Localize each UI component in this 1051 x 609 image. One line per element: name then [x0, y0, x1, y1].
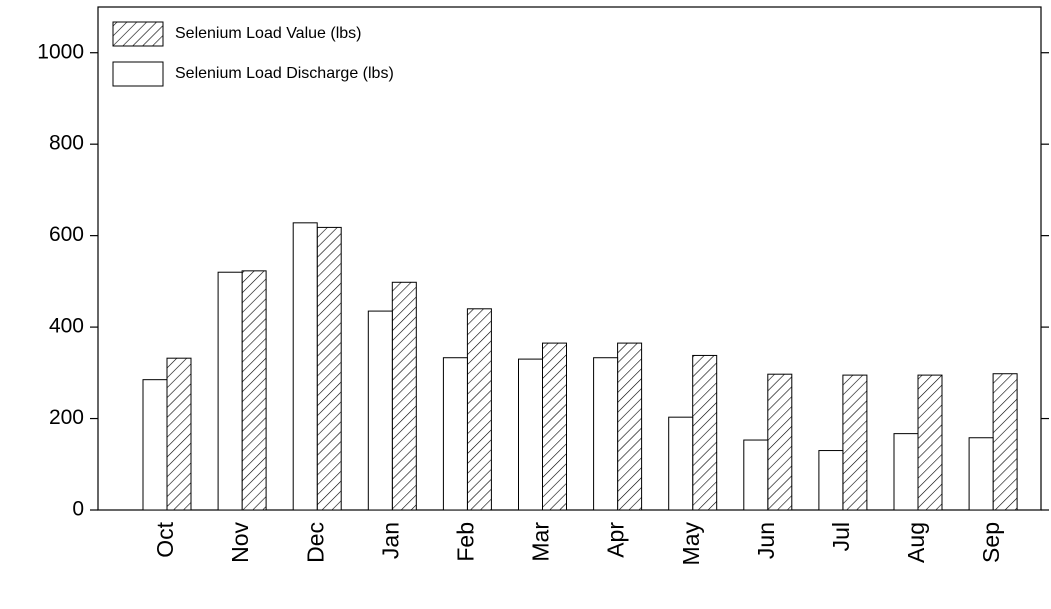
bar [893, 433, 919, 511]
bar [692, 354, 718, 511]
bar [367, 310, 393, 511]
x-tick-label: Jun [753, 522, 779, 559]
y-tick-label: 200 [49, 406, 84, 429]
bar [442, 357, 468, 511]
y-tick-label: 1000 [37, 40, 84, 63]
bar [166, 357, 192, 511]
bar [617, 342, 643, 511]
bar [767, 373, 793, 511]
bar [466, 308, 492, 511]
bar [842, 374, 868, 511]
x-tick-label: Oct [152, 521, 178, 557]
y-tick-label: 800 [49, 132, 84, 155]
x-tick-label: May [678, 522, 704, 566]
legend-label: Selenium Load Discharge (lbs) [175, 65, 394, 82]
bar [992, 373, 1018, 511]
y-tick-label: 0 [72, 498, 84, 521]
bar [668, 416, 694, 511]
x-tick-label: Apr [603, 522, 629, 558]
x-tick-label: Mar [528, 522, 554, 562]
bar [917, 374, 943, 511]
bar [292, 222, 318, 511]
x-tick-label: Nov [227, 522, 253, 563]
y-tick-label: 400 [49, 315, 84, 338]
bar [316, 226, 342, 511]
bar [968, 437, 994, 511]
bar [241, 270, 267, 511]
plot-frame [97, 6, 1042, 511]
y-tick-label: 600 [49, 223, 84, 246]
bar [518, 358, 543, 511]
legend-swatch [112, 61, 164, 87]
bar [743, 439, 769, 511]
x-tick-label: Jan [377, 522, 403, 559]
x-tick-label: Aug [903, 522, 929, 563]
x-tick-label: Dec [302, 522, 328, 563]
bar [142, 379, 168, 511]
bar [542, 342, 567, 511]
x-tick-label: Sep [978, 522, 1004, 563]
x-tick-label: Jul [828, 522, 854, 551]
bar [217, 271, 243, 511]
bar [391, 281, 417, 511]
x-tick-label: Feb [452, 522, 478, 562]
legend-swatch [112, 21, 164, 47]
legend-label: Selenium Load Value (lbs) [175, 25, 361, 42]
bar [593, 357, 619, 511]
bar [818, 450, 844, 511]
